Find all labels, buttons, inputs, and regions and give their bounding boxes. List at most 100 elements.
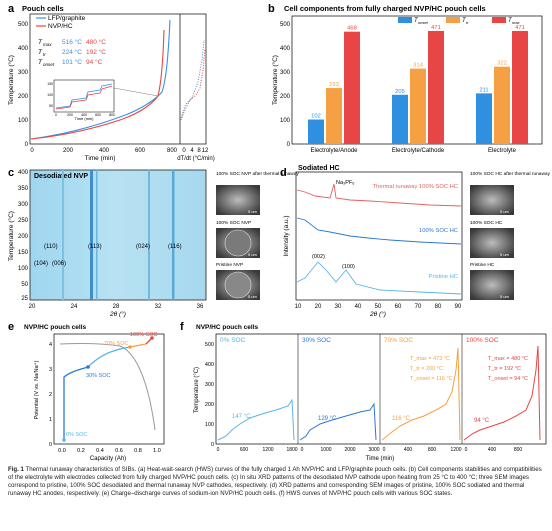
b-legend-sub: tr	[466, 20, 469, 25]
panel-a-xlabel2: dT/dt (°C/min)	[177, 156, 214, 162]
c-sem-column: 100% SOC NVP after thermal runaway 5 um …	[216, 171, 299, 300]
f-ytick: 100	[205, 422, 214, 428]
panel-a: a Pouch cells 0 100 200 300 400 500 0 20…	[7, 3, 215, 162]
c-yticks: 25 50 100 150 200 250 300 350 400	[18, 170, 29, 302]
f-frame	[215, 333, 547, 445]
c-ytick: 150	[18, 250, 29, 256]
f-curve-0	[217, 398, 295, 441]
b-ytick: 200	[280, 94, 291, 100]
f-xticks-3: 0 400 800	[465, 447, 523, 453]
a-metric-v1: 224 °C	[62, 48, 82, 56]
f-xticks-0: 0 600 1200 1800	[217, 447, 298, 453]
a-inset-pointer	[113, 87, 159, 97]
e-curve-charge-mid	[87, 346, 131, 368]
b-bar-max	[428, 30, 444, 144]
f-metric: T_onset = 116 °C	[410, 376, 453, 382]
e-ytick: 0	[49, 442, 52, 448]
panel-b-title: Cell components from fully charged NVP/H…	[284, 4, 486, 13]
e-point-100	[150, 336, 154, 340]
f-sub-1: 30% SOC 129 °C 0 1000 2000 3000	[299, 337, 380, 453]
f-metric: T_tr = 200 °C	[410, 366, 443, 372]
e-soc-label: 100% SOC	[130, 332, 158, 338]
b-legend-sub: onset	[418, 20, 429, 25]
c-heatmap	[29, 169, 207, 301]
c-sem-scale: 5 um	[248, 209, 258, 214]
f-metric: T_max = 473 °C	[410, 356, 450, 362]
f-curve-1	[299, 402, 377, 441]
d-xtick: 50	[375, 304, 382, 310]
a-legend-lfp: LFP/graphite	[48, 15, 86, 22]
f-temp: 116 °C	[392, 416, 411, 422]
d-annotation: (100)	[342, 264, 355, 270]
e-xtick: 0.6	[115, 448, 123, 454]
a-x2tick: 4	[190, 148, 194, 154]
c-peak: (110)	[44, 244, 58, 250]
c-xtick: 20	[29, 304, 36, 310]
a-legend-nvp: NVP/HC	[48, 23, 73, 30]
f-xticks-1: 0 1000 2000 3000	[301, 447, 380, 453]
d-sem-label: 100% SOC HC after thermal runaway	[470, 171, 551, 177]
a-metric-sub: onset	[43, 62, 55, 67]
c-ylabel: Temperature (°C)	[7, 211, 15, 261]
b-category: Electrolyte	[488, 148, 517, 154]
e-xtick: 0.8	[134, 448, 142, 454]
d-xticks: 10 20 30 40 50 60 70 80 90	[295, 304, 462, 310]
c-sem-label: Pristine NVP	[216, 262, 243, 268]
d-sem-label: Pristine HC	[470, 262, 495, 268]
c-peak: (024)	[136, 244, 150, 250]
c-peak: (116)	[168, 244, 182, 250]
f-xtick: 1200	[262, 447, 273, 453]
e-xtick: 0.2	[77, 448, 85, 454]
b-bar-value-label: 205	[395, 89, 405, 95]
e-curve-discharge	[59, 342, 156, 431]
f-xtick: 3000	[368, 447, 379, 453]
e-soc-label: 0% SOC	[66, 432, 87, 438]
d-sem-scale: 5 um	[500, 294, 510, 299]
e-ytick: 2	[49, 392, 52, 398]
d-series-label: 100% SOC HC	[419, 228, 458, 234]
f-temp: 94 °C	[474, 418, 490, 424]
f-soc-label: 70% SOC	[384, 337, 413, 344]
f-temp: 147 °C	[232, 414, 251, 420]
d-xtick: 40	[355, 304, 362, 310]
a-metric-v1: 101 °C	[62, 58, 82, 66]
panel-a-letter: a	[8, 3, 15, 15]
f-metric: T_tr = 192 °C	[488, 366, 521, 372]
a-metric-v2: 480 °C	[86, 38, 106, 46]
f-soc-label: 30% SOC	[302, 337, 331, 344]
a-ytick: 300	[18, 70, 29, 76]
c-ytick: 100	[18, 266, 29, 272]
d-xtick: 60	[395, 304, 402, 310]
b-legend-swatch-tr	[446, 17, 460, 23]
panel-d-letter: d	[280, 167, 287, 179]
f-xtick: 0	[301, 447, 304, 453]
b-bar-onset	[392, 94, 408, 144]
f-ytick: 500	[205, 342, 214, 348]
d-sem-scale: 5 um	[500, 209, 510, 214]
c-ytick: 300	[18, 202, 29, 208]
a-metric-sub: max	[43, 42, 52, 47]
d-sem-label: 100% SOC HC	[470, 220, 503, 226]
panel-d-title: Sodiated HC	[298, 165, 340, 172]
a-inset-xtick: 800	[109, 113, 115, 117]
panel-d: d Sodiated HC Na₃PF₆ (002) (100) Thermal…	[280, 165, 551, 318]
f-sub-2: 70% SOC 116 °C T_max = 473 °C T_tr = 200…	[381, 337, 462, 453]
d-curve-tr	[296, 183, 462, 207]
a-inset-yticks: 150 100 50	[47, 82, 53, 108]
a-inset-xticks: 0 200 400 600 800	[55, 113, 115, 117]
f-metric: T_max = 480 °C	[488, 356, 528, 362]
e-point-30	[86, 365, 90, 369]
f-xtick: 1800	[286, 447, 297, 453]
panel-b-yticks: 0 100 200 300 400 500	[280, 22, 291, 148]
panel-a-xticks: 0 200 400 600 800 0 4 8 12	[30, 148, 209, 154]
panel-a-title: Pouch cells	[22, 4, 64, 13]
c-ytick: 25	[21, 296, 28, 302]
b-bar-onset	[476, 93, 492, 144]
c-sem-label: 100% SOC NVP	[216, 220, 251, 226]
e-yticks: 0 1 2 3 4	[49, 342, 52, 448]
f-ylabel: Temperature (°C)	[194, 367, 200, 413]
b-ytick: 300	[280, 70, 291, 76]
a-inset-lfp	[55, 83, 113, 109]
a-ytick: 200	[18, 94, 29, 100]
